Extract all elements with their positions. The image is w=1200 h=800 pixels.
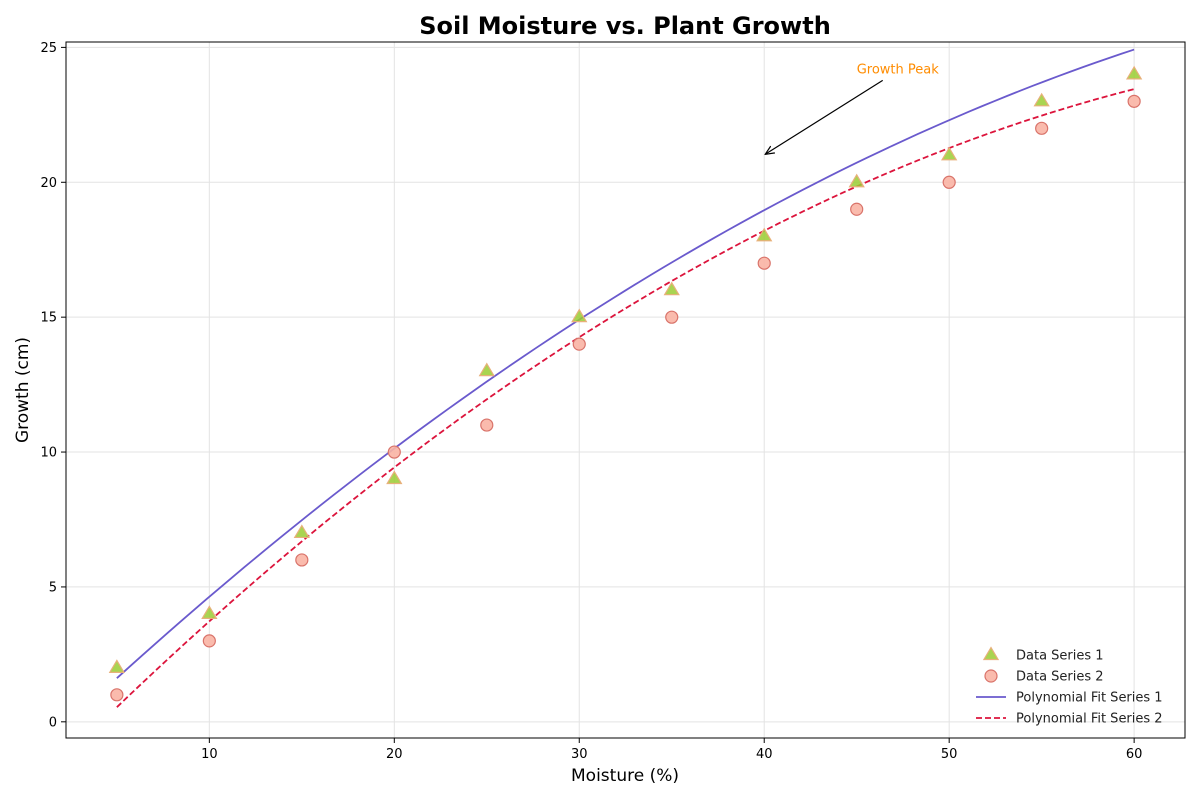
legend-label: Polynomial Fit Series 2 <box>1016 712 1163 727</box>
data-point-series-2 <box>1035 121 1049 135</box>
annotation-arrow <box>765 79 884 154</box>
data-point-series-2 <box>480 418 494 432</box>
y-tick-label: 25 <box>40 41 57 56</box>
legend-marker-series-2 <box>984 669 998 683</box>
x-tick-label: 10 <box>201 747 218 762</box>
legend-label: Polynomial Fit Series 1 <box>1016 691 1163 706</box>
data-point-series-1 <box>571 308 588 323</box>
y-tick-label: 10 <box>40 446 57 461</box>
data-point-series-2 <box>202 634 216 648</box>
legend: Data Series 1 Data Series 2 Polynomial Fit… <box>976 646 1163 727</box>
data-point-series-1 <box>663 281 680 296</box>
legend-marker-series-1 <box>982 646 1000 661</box>
data-point-series-2 <box>572 337 586 351</box>
legend-label: Data Series 1 <box>1016 649 1104 664</box>
x-tick-label: 60 <box>1126 747 1143 762</box>
data-point-series-2 <box>110 688 124 702</box>
x-tick-label: 30 <box>571 747 588 762</box>
y-tick-label: 20 <box>40 176 57 191</box>
legend-label: Data Series 2 <box>1016 670 1104 685</box>
data-point-series-2 <box>387 445 401 459</box>
data-point-series-2 <box>757 256 771 270</box>
data-point-series-1 <box>1033 92 1050 107</box>
data-point-series-1 <box>108 659 126 673</box>
data-point-series-2 <box>942 175 956 189</box>
grid <box>66 42 1185 738</box>
data-point-series-2 <box>665 310 679 324</box>
data-point-series-1 <box>293 524 310 539</box>
y-tick-label: 0 <box>49 715 57 730</box>
x-axis-label: Moisture (%) <box>571 766 679 786</box>
annotation-label: Growth Peak <box>857 62 940 77</box>
plot-area-frame <box>65 41 1186 739</box>
data-point-series-2 <box>850 202 864 216</box>
data-point-series-1 <box>1125 65 1143 80</box>
x-tick-label: 40 <box>756 747 773 762</box>
data-point-series-1 <box>756 227 773 242</box>
data-markers <box>108 65 1143 702</box>
fit-line-series-2 <box>116 88 1135 708</box>
y-tick-label: 15 <box>40 311 57 326</box>
data-point-series-1 <box>201 605 218 619</box>
data-point-series-2 <box>1127 94 1141 108</box>
y-tick-label: 5 <box>49 580 57 595</box>
data-point-series-1 <box>941 146 958 161</box>
data-point-series-1 <box>478 362 495 377</box>
x-tick-label: 20 <box>386 747 403 762</box>
annotation: Growth Peak <box>765 62 939 154</box>
data-point-series-1 <box>386 470 403 485</box>
fit-line-series-1 <box>116 48 1135 679</box>
chart-title: Soil Moisture vs. Plant Growth <box>419 12 831 40</box>
y-axis-label: Growth (cm) <box>13 337 33 443</box>
data-point-series-1 <box>848 173 865 188</box>
axis-ticks: 10 20 30 40 50 60 0 5 10 15 20 25 <box>40 41 1142 762</box>
data-point-series-2 <box>295 553 309 567</box>
fit-lines <box>116 48 1135 708</box>
x-tick-label: 50 <box>941 747 958 762</box>
